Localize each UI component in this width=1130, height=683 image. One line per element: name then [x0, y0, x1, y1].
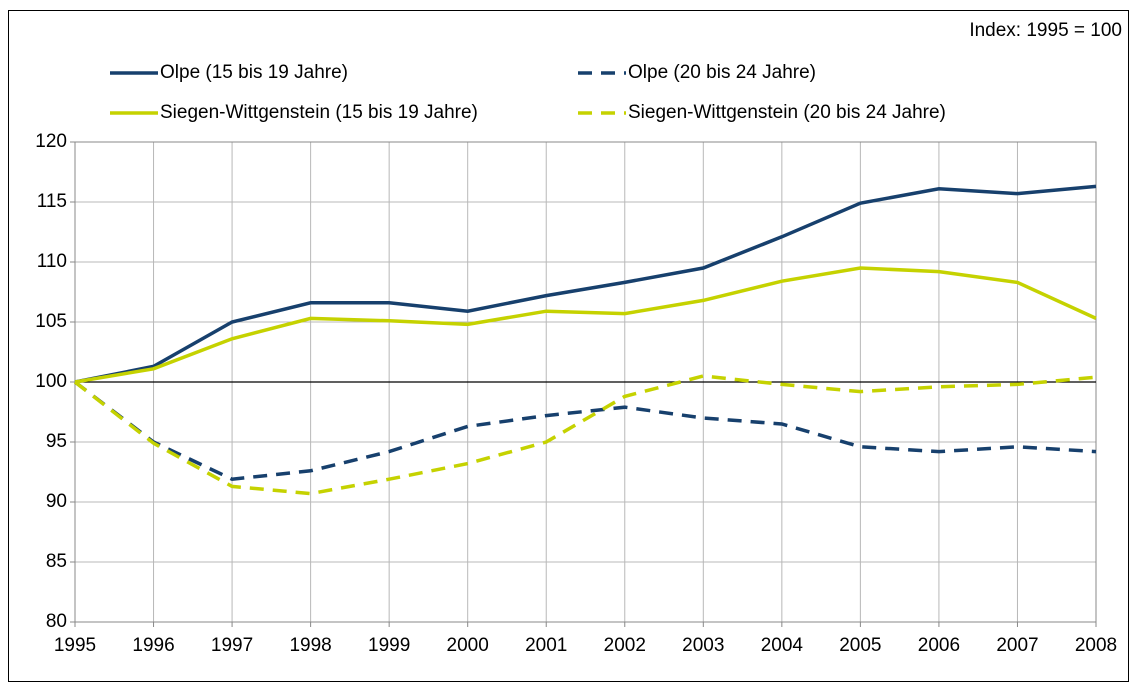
x-tick-label: 2007 — [996, 635, 1038, 656]
y-tick-label: 90 — [46, 491, 67, 512]
x-tick-label: 1996 — [132, 635, 174, 656]
series-line — [74, 184, 1097, 384]
x-tick-label: 2003 — [682, 635, 724, 656]
legend-label: Olpe (15 bis 19 Jahre) — [160, 62, 348, 83]
legend-label: Olpe (20 bis 24 Jahre) — [628, 62, 816, 83]
x-tick-label: 2001 — [525, 635, 567, 656]
y-tick-label: 85 — [46, 551, 67, 572]
x-tick-label: 1999 — [368, 635, 410, 656]
legend-label: Siegen-Wittgenstein (20 bis 24 Jahre) — [628, 102, 946, 123]
x-tick-label: 2008 — [1075, 635, 1117, 656]
series-line — [74, 266, 1097, 384]
y-tick-label: 115 — [37, 191, 67, 212]
y-tick-label: 120 — [35, 131, 67, 152]
x-tick-label: 2005 — [839, 635, 881, 656]
annotation: Index: 1995 = 100 — [969, 20, 1122, 41]
x-tick-label: 2000 — [447, 635, 489, 656]
legend-label: Siegen-Wittgenstein (15 bis 19 Jahre) — [160, 102, 478, 123]
x-tick-label: 2002 — [604, 635, 646, 656]
y-tick-label: 110 — [37, 251, 67, 272]
y-tick-label: 95 — [46, 431, 67, 452]
x-tick-label: 2006 — [918, 635, 960, 656]
y-tick-label: 105 — [35, 311, 67, 332]
series-line — [73, 374, 1097, 496]
y-tick-label: 100 — [35, 371, 67, 392]
x-tick-label: 1997 — [211, 635, 253, 656]
y-tick-label: 80 — [46, 611, 67, 632]
chart-frame — [8, 10, 1129, 682]
x-tick-label: 2004 — [761, 635, 804, 656]
x-tick-label: 1998 — [289, 635, 331, 656]
x-tick-label: 1995 — [54, 635, 96, 656]
